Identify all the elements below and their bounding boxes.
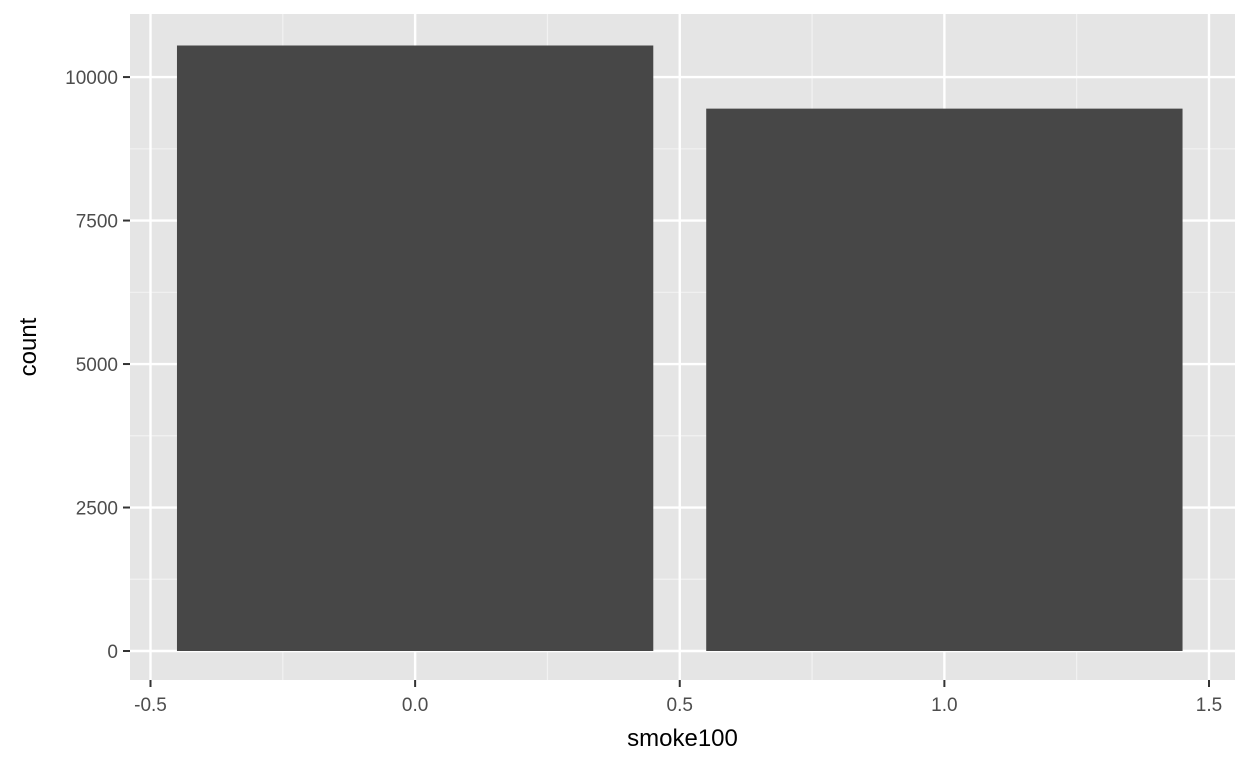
x-tick-label: 1.0: [931, 695, 957, 716]
y-axis: 0 2500 5000 7500 10000: [65, 68, 130, 663]
y-axis-title: count: [15, 317, 42, 376]
bars: [176, 45, 1183, 652]
x-tick-label: -0.5: [134, 695, 167, 716]
x-axis-title: smoke100: [627, 725, 738, 752]
y-tick-label: 0: [107, 642, 118, 663]
x-axis: -0.5 0.0 0.5 1.0 1.5: [134, 680, 1222, 716]
y-tick-label: 10000: [65, 68, 118, 89]
y-tick-label: 2500: [76, 499, 118, 520]
bar-0: [176, 45, 654, 651]
x-tick-label: 0.5: [667, 695, 693, 716]
x-tick-label: 0.0: [402, 695, 428, 716]
y-tick-label: 5000: [76, 355, 118, 376]
x-tick-label: 1.5: [1196, 695, 1222, 716]
y-tick-label: 7500: [76, 212, 118, 233]
bar-1: [706, 108, 1183, 652]
